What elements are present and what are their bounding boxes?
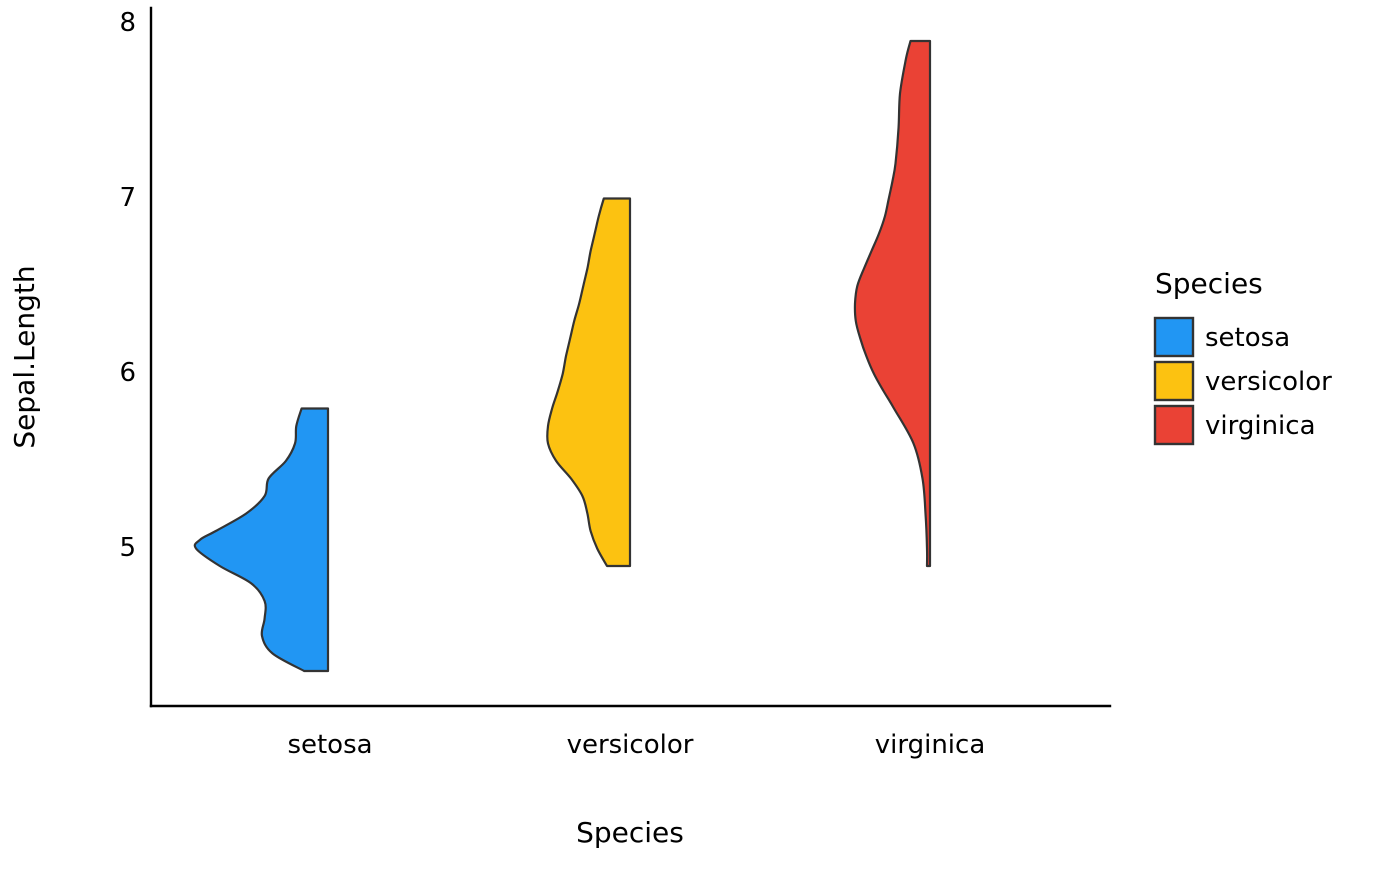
violin-setosa (193, 407, 330, 673)
legend-label-versicolor: versicolor (1205, 367, 1332, 397)
x-axis-title: Species (576, 816, 684, 849)
y-tick-label-8: 8 (119, 8, 136, 38)
legend-label-virginica: virginica (1205, 411, 1316, 441)
y-tick-label-7: 7 (119, 183, 136, 213)
y-axis-title: Sepal.Length (8, 265, 41, 448)
legend-label-setosa: setosa (1205, 323, 1290, 353)
legend-title: Species (1155, 267, 1263, 300)
legend-swatch-virginica (1153, 404, 1195, 446)
y-tick-label-5: 5 (119, 533, 136, 563)
y-tick-label-6: 6 (119, 358, 136, 388)
legend-swatch-versicolor (1153, 360, 1195, 402)
legend: Species setosa versicolor virginica (1153, 267, 1332, 446)
x-tick-label-virginica: virginica (875, 730, 986, 760)
violin-shapes (193, 39, 932, 673)
violin-versicolor (546, 197, 632, 568)
legend-swatch-setosa (1153, 316, 1195, 358)
x-tick-label-setosa: setosa (287, 730, 372, 760)
x-tick-label-versicolor: versicolor (567, 730, 694, 760)
violin-virginica (853, 39, 932, 568)
